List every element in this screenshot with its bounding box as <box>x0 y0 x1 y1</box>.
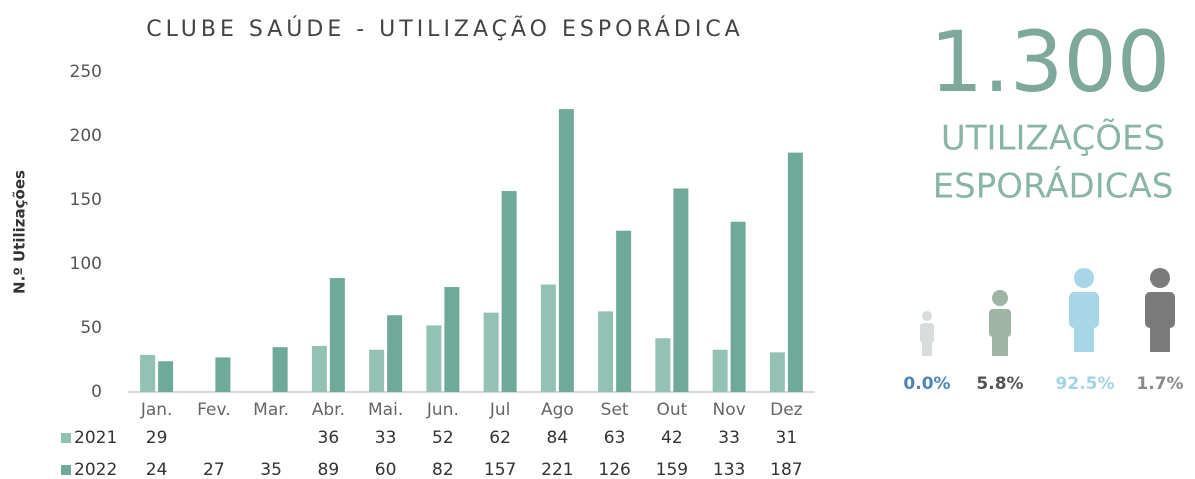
y-tick-label: 0 <box>91 382 102 402</box>
x-tick-label: Mai. <box>368 400 403 420</box>
summary-line: ESPORÁDICAS <box>933 166 1174 207</box>
x-tick-label: Jul <box>489 400 511 420</box>
y-axis-label: N.º Utilizações <box>11 170 29 294</box>
stat-label: 0.0% <box>903 374 950 394</box>
y-tick-label: 50 <box>80 318 102 338</box>
bar <box>483 312 499 392</box>
table-value: 60 <box>375 460 397 479</box>
y-tick-label: 100 <box>70 254 102 274</box>
table-value: 63 <box>604 428 626 448</box>
x-tick-label: Ago <box>541 400 574 420</box>
person-icon <box>989 290 1011 356</box>
table-value: 52 <box>432 428 454 448</box>
table-value: 36 <box>318 428 340 448</box>
person-icon <box>920 311 934 356</box>
bar <box>730 221 746 392</box>
person-icon <box>1069 268 1099 352</box>
table-value: 31 <box>776 428 798 448</box>
y-tick-label: 150 <box>70 190 102 210</box>
bar <box>501 191 517 392</box>
bar <box>769 352 785 392</box>
bar <box>215 357 231 392</box>
bar <box>426 325 442 392</box>
person-icons <box>920 268 1175 356</box>
stat-label: 1.7% <box>1136 374 1183 394</box>
table-value: 33 <box>375 428 397 448</box>
legend-swatch <box>61 433 71 443</box>
stat-label: 5.8% <box>976 374 1023 394</box>
table-value: 29 <box>146 428 168 448</box>
x-tick-label: Jan. <box>140 400 173 420</box>
table-value: 126 <box>598 460 630 479</box>
y-tick-label: 200 <box>70 126 102 146</box>
x-tick-label: Abr. <box>312 400 345 420</box>
legend-swatch <box>61 465 71 475</box>
bar <box>655 338 671 392</box>
total: 1.300 <box>930 13 1170 111</box>
y-tick-label: 250 <box>70 62 102 82</box>
bar <box>598 311 614 392</box>
bar <box>329 278 345 392</box>
x-tick-label: Dez <box>770 400 803 420</box>
x-tick-label: Nov <box>713 400 746 420</box>
table-value: 62 <box>489 428 511 448</box>
bar <box>272 347 288 392</box>
table-value: 221 <box>541 460 573 479</box>
table-value: 35 <box>260 460 282 479</box>
summary-line: UTILIZAÇÕES <box>941 118 1165 159</box>
bar <box>673 188 689 392</box>
person-icon <box>1145 268 1175 352</box>
chart-title: CLUBE SAÚDE - UTILIZAÇÃO ESPORÁDICA <box>146 15 743 42</box>
x-tick-label: Jun. <box>426 400 459 420</box>
legend-label: 2022 <box>74 460 117 479</box>
bar <box>158 361 174 392</box>
table-value: 133 <box>713 460 745 479</box>
bar <box>558 109 574 393</box>
bar <box>616 230 632 392</box>
bar <box>540 284 556 392</box>
table-value: 187 <box>770 460 802 479</box>
table-value: 89 <box>318 460 340 479</box>
table-value: 159 <box>656 460 688 479</box>
table-value: 33 <box>718 428 740 448</box>
bar <box>387 315 403 392</box>
bar <box>311 345 327 392</box>
bar <box>140 354 156 392</box>
bar <box>787 152 803 392</box>
x-tick-label: Out <box>656 400 687 420</box>
table-value: 24 <box>146 460 168 479</box>
x-tick-label: Mar. <box>253 400 289 420</box>
table-value: 84 <box>547 428 569 448</box>
stat-label: 92.5% <box>1056 374 1115 394</box>
table-value: 42 <box>661 428 683 448</box>
bar <box>712 349 728 392</box>
table-value: 27 <box>203 460 225 479</box>
table-value: 157 <box>484 460 516 479</box>
bar <box>444 287 460 392</box>
legend-label: 2021 <box>74 428 117 448</box>
table-value: 82 <box>432 460 454 479</box>
x-tick-label: Set <box>601 400 629 420</box>
x-tick-label: Fev. <box>197 400 230 420</box>
bar <box>369 349 385 392</box>
